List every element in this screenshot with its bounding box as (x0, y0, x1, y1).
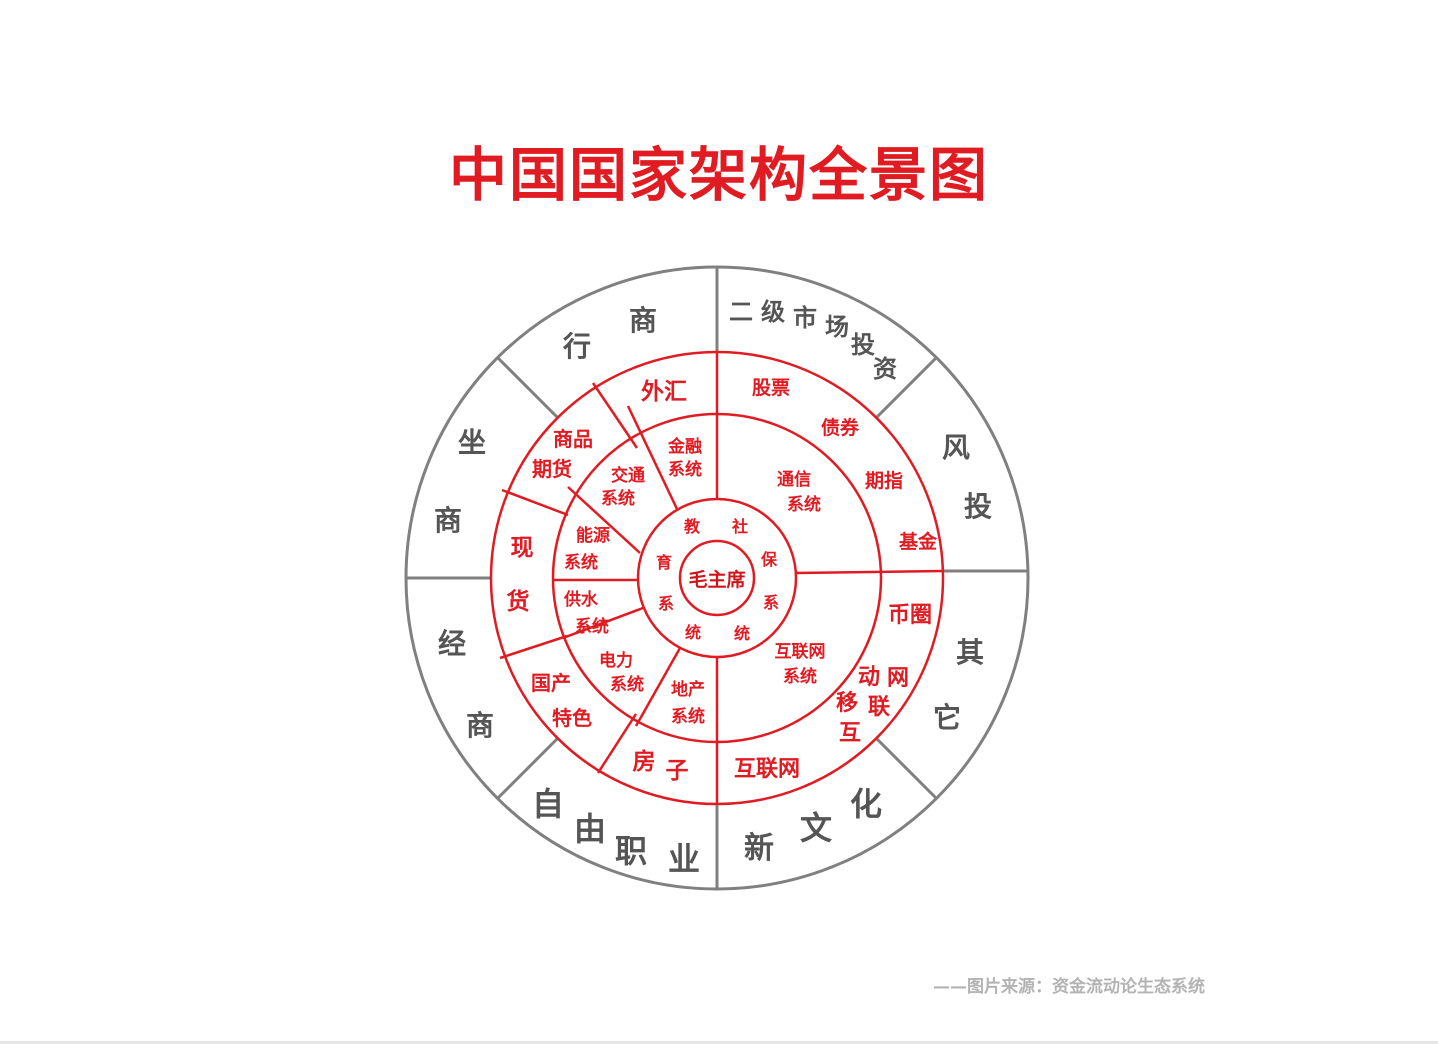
freelance-char-2: 由 (574, 810, 606, 848)
secondary-char-6: 资 (873, 355, 897, 383)
center-label: 毛主席 (688, 568, 745, 591)
social-char-3: 系 (763, 593, 779, 612)
culture-char-3: 化 (850, 785, 882, 823)
mobile-char-4: 联 (868, 695, 890, 720)
ring1-labels: 教 育 系 统 社 保 系 统 (656, 517, 779, 643)
finance-label-2: 系统 (668, 459, 702, 480)
mobile-char-5: 互 (839, 721, 861, 746)
realestate-label-1: 地产 (671, 679, 705, 700)
social-char-1: 社 (731, 517, 748, 536)
trader-char-1: 经 (438, 627, 466, 660)
culture-char-2: 文 (800, 809, 832, 847)
other-char-1: 其 (956, 636, 984, 669)
secondary-char-2: 级 (761, 298, 785, 326)
coin-label: 币圈 (888, 603, 932, 628)
page-title: 中国国家架构全景图 (448, 141, 989, 209)
transport-label-1: 交通 (611, 465, 645, 486)
ring2-labels: 金融 系统 交通 系统 能源 系统 供水 系统 电力 系统 地产 系统 互联网 … (563, 436, 826, 727)
water-label-2: 系统 (575, 616, 609, 637)
stock-label: 股票 (752, 377, 790, 399)
trader-char-2: 商 (466, 709, 494, 742)
internet-system-label-2: 系统 (783, 666, 817, 687)
freelance-char-4: 业 (668, 840, 700, 878)
bottom-divider (0, 1041, 1438, 1044)
house-label-1: 房 (633, 748, 656, 775)
image-source: ——图片来源：资金流动论生态系统 (933, 977, 1205, 997)
freelance-char-3: 职 (615, 832, 647, 870)
telecom-label-1: 通信 (777, 469, 811, 490)
finance-label-1: 金融 (667, 436, 702, 457)
edu-char-1: 教 (684, 517, 701, 536)
vc-char-2: 投 (964, 490, 992, 523)
mobile-char-3: 移 (836, 690, 858, 716)
forex-label: 外汇 (641, 378, 687, 405)
edu-char-2: 育 (656, 553, 672, 572)
edu-char-4: 统 (685, 623, 701, 642)
social-char-2: 保 (760, 550, 778, 569)
red-separators (499, 352, 944, 804)
sitting-char-2: 商 (434, 504, 462, 537)
commodity-label-2: 期货 (532, 457, 572, 481)
energy-label-2: 系统 (564, 552, 598, 573)
power-label-1: 电力 (599, 650, 633, 671)
secondary-char-5: 投 (851, 331, 875, 359)
sitting-char-1: 坐 (458, 426, 486, 459)
power-label-2: 系统 (610, 674, 644, 695)
ring3-labels: 外汇 商品 期货 现 货 国产 特色 房 子 互联网 动 网 移 联 互 币圈 … (507, 377, 938, 784)
index-label: 期指 (865, 470, 903, 492)
spot-label-1: 现 (511, 535, 534, 561)
freelance-char-1: 自 (532, 785, 564, 823)
merchant-char-1: 商 (629, 304, 657, 337)
secondary-char-1: 二 (729, 298, 753, 326)
energy-label-1: 能源 (576, 525, 610, 546)
ring4-labels: 商 行 坐 商 经 商 自 由 职 业 新 文 化 其 它 风 投 二 级 市 … (434, 298, 992, 878)
merchant-char-2: 行 (562, 330, 591, 363)
culture-char-1: 新 (744, 831, 774, 866)
edu-char-3: 系 (658, 594, 674, 613)
secondary-char-3: 市 (793, 304, 817, 332)
fund-label: 基金 (898, 530, 938, 553)
mobile-char-1: 动 (858, 665, 880, 690)
social-char-4: 统 (734, 624, 750, 643)
domestic-label-1: 国产 (531, 671, 571, 695)
house-label-2: 子 (666, 758, 689, 784)
spot-label-2: 货 (507, 588, 530, 615)
secondary-char-4: 场 (825, 313, 849, 341)
domestic-label-2: 特色 (552, 706, 592, 730)
vc-char-1: 风 (942, 431, 970, 464)
bond-label: 债券 (821, 416, 860, 439)
other-char-2: 它 (933, 701, 961, 734)
water-label-1: 供水 (563, 589, 599, 610)
telecom-label-2: 系统 (787, 494, 821, 515)
outer-separators (406, 267, 1028, 889)
internet-system-label-1: 互联网 (775, 642, 826, 662)
realestate-label-2: 系统 (671, 706, 705, 727)
transport-label-2: 系统 (601, 488, 635, 509)
mobile-char-2: 网 (887, 666, 909, 691)
commodity-label-1: 商品 (553, 427, 593, 451)
web-label: 互联网 (734, 757, 800, 782)
